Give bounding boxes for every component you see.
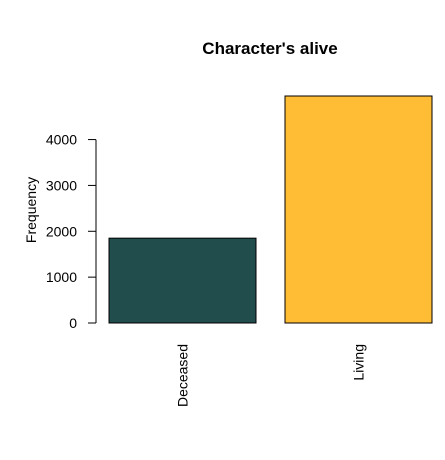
y-axis-label: Frequency xyxy=(23,177,39,243)
bar-deceased xyxy=(108,237,257,324)
x-tick-label-living: Living xyxy=(351,344,367,381)
y-tick-label: 4000 xyxy=(46,132,77,148)
chart-title: Character's alive xyxy=(202,39,337,58)
bars xyxy=(108,95,433,324)
y-tick-label: 1000 xyxy=(46,269,77,285)
y-tick-label: 3000 xyxy=(46,177,77,193)
y-tick-label: 2000 xyxy=(46,223,77,239)
y-axis: 0 1000 2000 3000 4000 xyxy=(46,132,97,331)
x-tick-label-deceased: Deceased xyxy=(175,344,191,407)
y-tick-label: 0 xyxy=(69,315,77,331)
x-axis-labels: Deceased Living xyxy=(175,344,367,407)
bar-living xyxy=(284,95,433,324)
